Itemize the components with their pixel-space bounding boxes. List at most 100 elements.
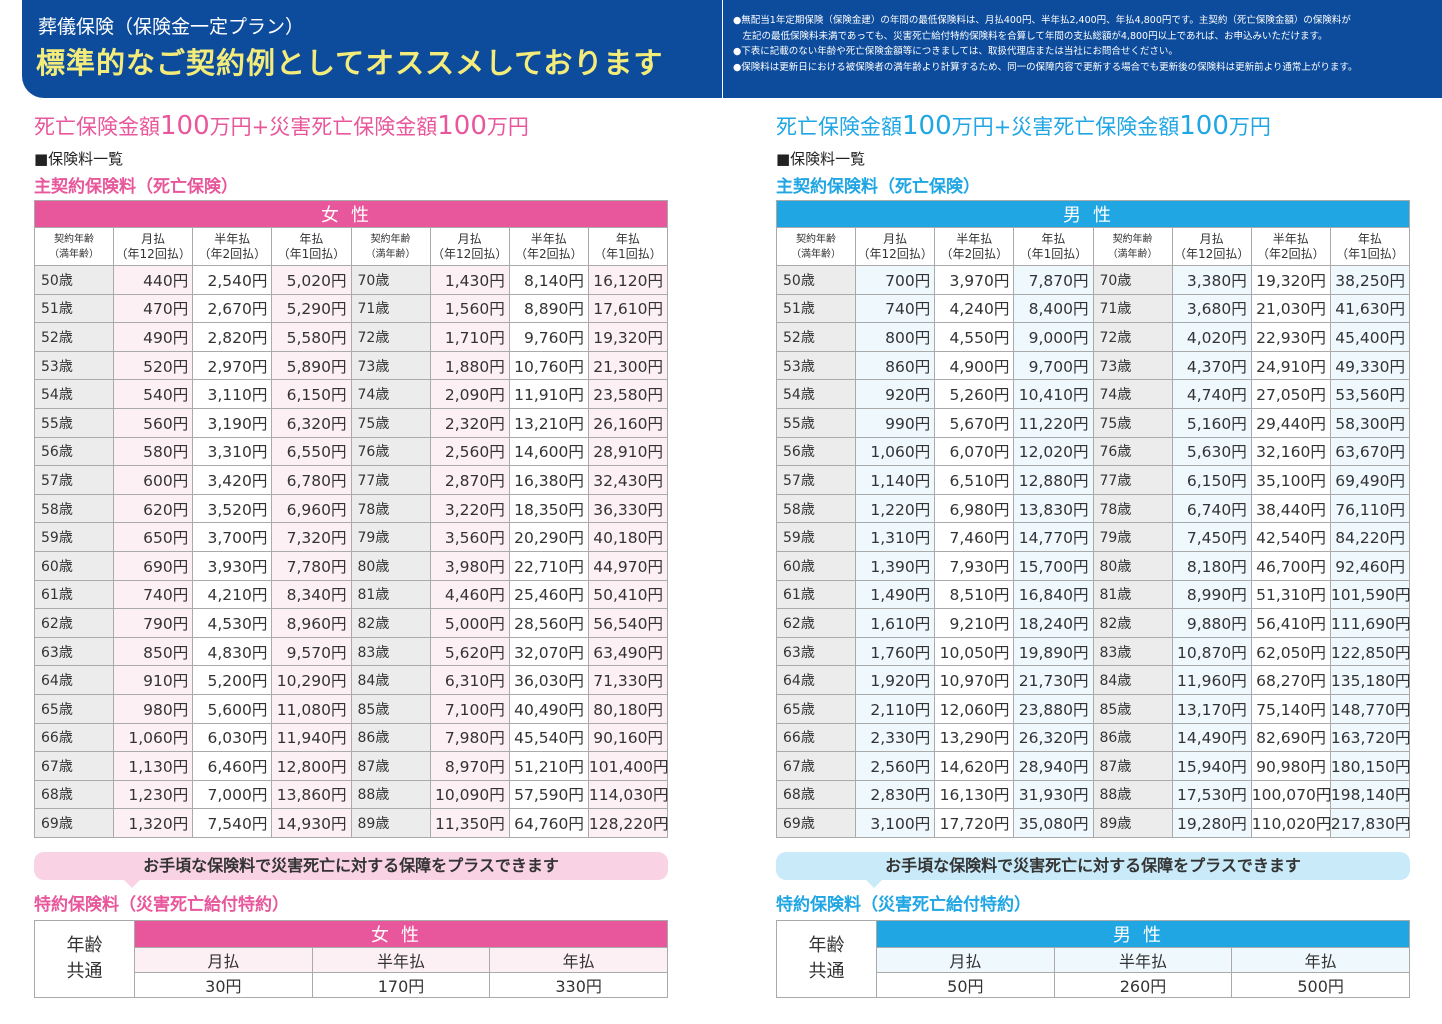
premium-cell: 9,570円	[271, 636, 352, 667]
plan-amount: 100	[160, 111, 210, 141]
premium-cell: 51,210円	[508, 751, 589, 781]
premium-cell: 32,430円	[587, 465, 669, 495]
age-head-line: 契約年齢	[1112, 233, 1153, 245]
premium-cell: 5,020円	[271, 265, 352, 295]
age-cell: 54歳	[33, 379, 115, 409]
payment-column-header: 半年払 （年2回払）	[1250, 227, 1331, 266]
premium-cell: 690円	[113, 550, 194, 581]
header-band	[22, 0, 722, 98]
premium-cell: 6,320円	[271, 407, 352, 438]
premium-cell: 9,000円	[1013, 322, 1094, 352]
premium-cell: 5,600円	[192, 693, 273, 724]
age-common-cell: 年齢 共通	[776, 919, 877, 998]
premium-cell: 110,020円	[1250, 808, 1331, 838]
rider-column-row: 月払 半年払 年払	[777, 946, 1410, 973]
age-head-line: 契約年齢	[796, 233, 837, 245]
age-column-header: 契約年齢 （満年齢）	[1092, 227, 1173, 266]
premium-cell: 4,550円	[934, 322, 1015, 352]
premium-cell: 3,970円	[934, 265, 1015, 295]
age-cell: 84歳	[350, 665, 431, 695]
age-cell: 55歳	[33, 407, 115, 438]
age-cell: 67歳	[775, 751, 857, 781]
age-cell: 83歳	[1092, 636, 1173, 667]
rider-banner: お手頃な保険料で災害死亡に対する保障をプラスできます	[34, 851, 668, 888]
premium-cell: 470円	[113, 293, 194, 324]
age-cell: 56歳	[775, 436, 857, 467]
premium-cell: 28,910円	[587, 436, 669, 467]
premium-cell: 100,070円	[1250, 779, 1331, 810]
premium-cell: 23,880円	[1013, 693, 1094, 724]
premium-cell: 2,090円	[429, 379, 510, 409]
premium-cell: 1,060円	[855, 436, 936, 467]
age-cell: 57歳	[775, 465, 857, 495]
premium-cell: 6,150円	[1171, 465, 1252, 495]
premium-cell: 4,530円	[192, 608, 273, 638]
table-row: 66歳 1,060円 6,030円 11,940円 86歳 7,980円 45,540円 90…	[33, 722, 669, 753]
premium-cell: 2,330円	[855, 722, 936, 753]
premium-cell: 980円	[113, 693, 194, 724]
premium-cell: 8,960円	[271, 608, 352, 638]
payment-head-line: 年払	[1041, 231, 1066, 246]
premium-cell: 135,180円	[1329, 665, 1410, 695]
premium-cell: 3,190円	[192, 407, 273, 438]
age-cell: 63歳	[775, 636, 857, 667]
premium-cell: 1,320円	[113, 808, 194, 838]
payment-head-line: （年1回払）	[277, 246, 346, 261]
premium-cell: 11,350円	[429, 808, 510, 838]
premium-cell: 4,020円	[1171, 322, 1252, 352]
premium-cell: 13,290円	[934, 722, 1015, 753]
premium-cell: 17,610円	[587, 293, 669, 324]
premium-cell: 3,100円	[855, 808, 936, 838]
premium-cell: 114,030円	[587, 779, 668, 810]
premium-cell: 21,730円	[1013, 665, 1094, 695]
premium-cell: 8,340円	[271, 579, 352, 610]
table-row: 56歳 580円 3,310円 6,550円 76歳 2,560円 14,600円 28,91…	[33, 436, 669, 467]
premium-cell: 19,320円	[1250, 265, 1331, 295]
premium-cell: 1,560円	[429, 293, 510, 324]
premium-cell: 520円	[113, 350, 194, 381]
table-row: 50歳 440円 2,540円 5,020円 70歳 1,430円 8,140円 16,120…	[33, 265, 669, 295]
table-row: 51歳 740円 4,240円 8,400円 71歳 3,680円 21,030円 41,63…	[775, 293, 1411, 324]
gender-header: 女性	[34, 200, 668, 228]
main-contract-title: 主契約保険料（死亡保険）	[776, 177, 980, 197]
premium-cell: 4,900円	[934, 350, 1015, 381]
premium-cell: 13,860円	[271, 779, 352, 810]
rider-column-header: 半年払	[311, 946, 491, 973]
premium-cell: 7,780円	[271, 550, 352, 581]
age-cell: 87歳	[350, 751, 431, 781]
premium-cell: 3,560円	[429, 522, 510, 552]
table-row: 67歳 1,130円 6,460円 12,800円 87歳 8,970円 51,210円 10…	[33, 751, 668, 781]
premium-cell: 8,140円	[508, 265, 589, 295]
premium-cell: 31,930円	[1013, 779, 1094, 810]
table-row: 68歳 1,230円 7,000円 13,860円 88歳 10,090円 57,590円 1…	[33, 779, 668, 810]
premium-cell: 8,890円	[508, 293, 589, 324]
female-panel: 死亡保険金額100万円+災害死亡保険金額100万円 ■保険料一覧 主契約保険料（死亡…	[33, 110, 669, 998]
premium-cell: 7,000円	[192, 779, 273, 810]
rider-gender-row: 年齢 共通 女性	[34, 919, 668, 998]
premium-cell: 740円	[113, 579, 194, 610]
age-cell: 78歳	[1092, 493, 1173, 524]
table-row: 69歳 3,100円 17,720円 35,080円 89歳 19,280円 110,020…	[775, 808, 1410, 838]
page-title: 標準的なご契約例としてオススメしております	[36, 46, 664, 80]
premium-cell: 14,620円	[934, 751, 1015, 781]
payment-head-line: （年2回払）	[940, 246, 1009, 261]
premium-cell: 82,690円	[1250, 722, 1331, 753]
table-row: 50歳 700円 3,970円 7,870円 70歳 3,380円 19,320円 38,25…	[775, 265, 1411, 295]
age-cell: 89歳	[1092, 808, 1173, 838]
premium-cell: 1,140円	[855, 465, 936, 495]
premium-cell: 7,100円	[429, 693, 510, 724]
age-cell: 60歳	[775, 550, 857, 581]
premium-cell: 16,120円	[587, 265, 669, 295]
plan-title: 死亡保険金額100万円+災害死亡保険金額100万円	[776, 110, 1410, 142]
payment-column-header: 年払 （年1回払）	[271, 227, 352, 266]
male-panel: 死亡保険金額100万円+災害死亡保険金額100万円 ■保険料一覧 主契約保険料（死亡…	[775, 110, 1411, 998]
age-cell: 72歳	[1092, 322, 1173, 352]
age-head-line: （満年齢）	[365, 248, 416, 260]
rider-column-header: 月払	[876, 946, 1055, 973]
premium-cell: 45,400円	[1329, 322, 1411, 352]
note-line: ●保険料は更新日における被保険者の満年齢より計算するため、同一の保障内容で更新す…	[733, 61, 1358, 73]
premium-cell: 148,770円	[1329, 693, 1410, 724]
premium-cell: 3,420円	[192, 465, 273, 495]
premium-cell: 3,310円	[192, 436, 273, 467]
rider-gender-header: 男性	[876, 919, 1410, 948]
